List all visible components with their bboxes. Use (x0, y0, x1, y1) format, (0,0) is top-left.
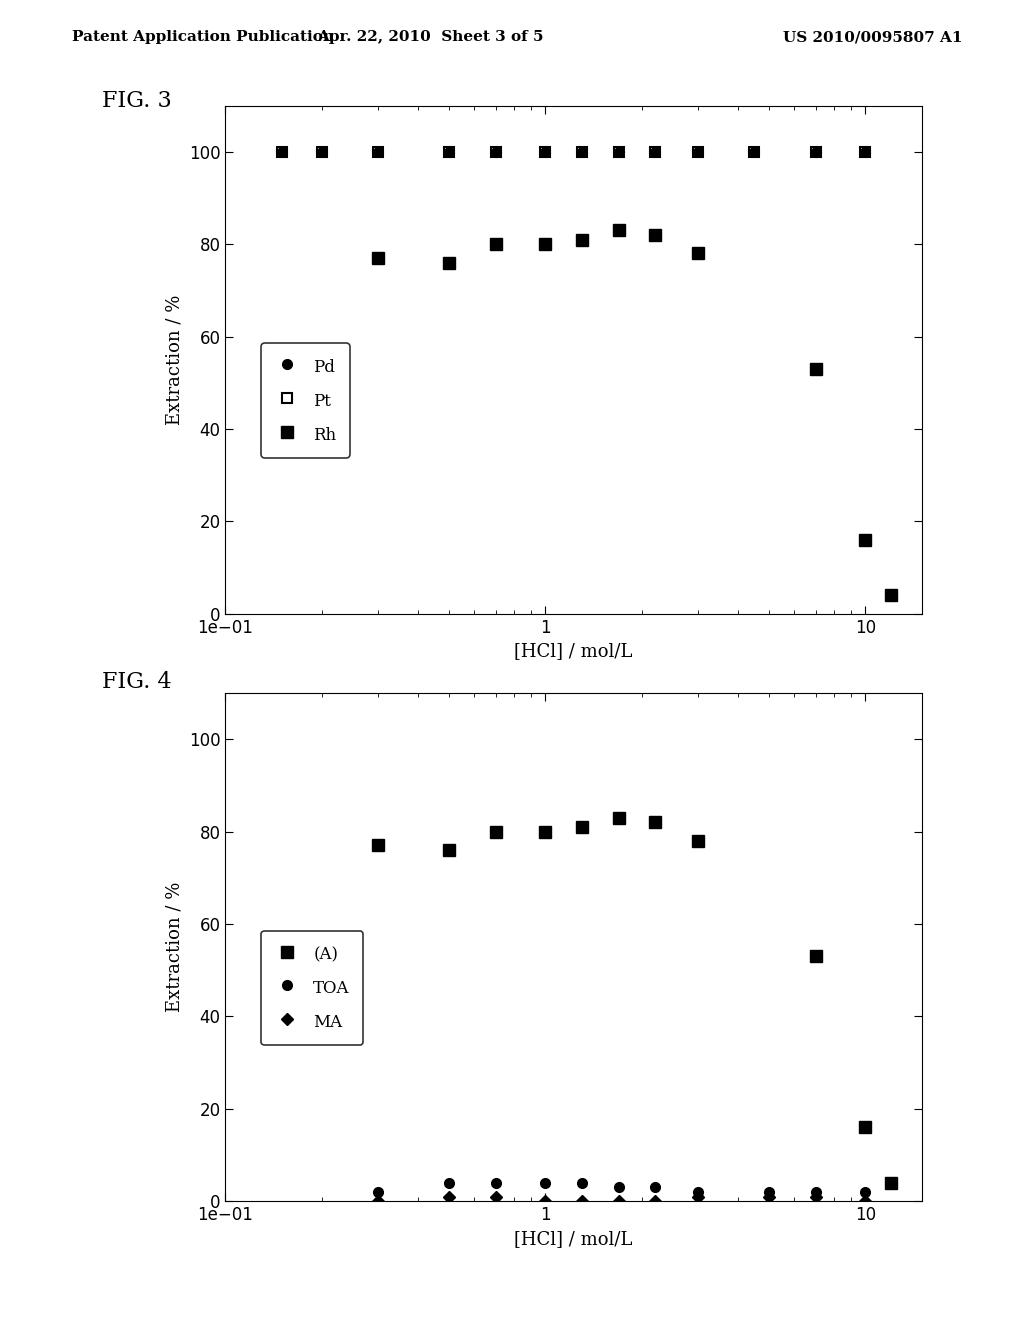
Pd (692, 144, 705, 160)
Rh (648, 227, 660, 243)
TOA (692, 1184, 705, 1200)
TOA (648, 1180, 660, 1196)
(A) (489, 824, 502, 840)
Pd (315, 144, 328, 160)
TOA (763, 1184, 775, 1200)
Rh (575, 232, 588, 248)
MA (859, 1193, 871, 1209)
Pt (442, 144, 455, 160)
Line: Pt: Pt (276, 147, 870, 157)
Pd (442, 144, 455, 160)
Line: Pd: Pd (276, 147, 870, 157)
Line: MA: MA (374, 1192, 869, 1205)
(A) (810, 948, 822, 964)
Pd (612, 144, 625, 160)
(A) (575, 818, 588, 834)
TOA (372, 1184, 384, 1200)
(A) (692, 833, 705, 849)
Pd (810, 144, 822, 160)
Pt (859, 144, 871, 160)
Legend: (A), TOA, MA: (A), TOA, MA (261, 931, 362, 1045)
MA (372, 1193, 384, 1209)
Line: Rh: Rh (372, 224, 871, 546)
Rh (442, 255, 455, 271)
Rh (489, 236, 502, 252)
Y-axis label: Extraction / %: Extraction / % (165, 882, 183, 1012)
Text: FIG. 4: FIG. 4 (102, 671, 172, 693)
Pt (648, 144, 660, 160)
Rh (810, 360, 822, 378)
Pd (275, 144, 288, 160)
Rh (859, 532, 871, 548)
Legend: Pd, Pt, Rh: Pd, Pt, Rh (261, 343, 349, 458)
X-axis label: [HCl] / mol/L: [HCl] / mol/L (514, 1230, 633, 1247)
Pd (489, 144, 502, 160)
MA (810, 1188, 822, 1204)
TOA (442, 1175, 455, 1191)
(A) (859, 1119, 871, 1135)
MA (489, 1188, 502, 1204)
Pt (539, 144, 551, 160)
Pt (612, 144, 625, 160)
Rh (372, 251, 384, 267)
Pd (575, 144, 588, 160)
TOA (612, 1180, 625, 1196)
TOA (489, 1175, 502, 1191)
MA (612, 1193, 625, 1209)
Line: (A): (A) (372, 812, 871, 1134)
Pd (749, 144, 761, 160)
Text: Apr. 22, 2010  Sheet 3 of 5: Apr. 22, 2010 Sheet 3 of 5 (316, 30, 544, 45)
(A) (612, 809, 625, 826)
TOA (575, 1175, 588, 1191)
Rh (539, 236, 551, 252)
(A) (648, 814, 660, 830)
Pt (575, 144, 588, 160)
Pt (749, 144, 761, 160)
Pd (648, 144, 660, 160)
(A) (539, 824, 551, 840)
Pt (372, 144, 384, 160)
MA (648, 1193, 660, 1209)
Line: TOA: TOA (373, 1177, 870, 1197)
Text: Patent Application Publication: Patent Application Publication (72, 30, 334, 45)
(A) (372, 837, 384, 853)
TOA (859, 1184, 871, 1200)
MA (442, 1188, 455, 1204)
TOA (539, 1175, 551, 1191)
(A) (442, 842, 455, 858)
TOA (810, 1184, 822, 1200)
Pt (810, 144, 822, 160)
MA (539, 1193, 551, 1209)
Rh (692, 246, 705, 261)
Text: FIG. 3: FIG. 3 (102, 90, 172, 112)
Pt (692, 144, 705, 160)
Rh (612, 222, 625, 238)
Text: US 2010/0095807 A1: US 2010/0095807 A1 (783, 30, 963, 45)
Pt (315, 144, 328, 160)
Pd (372, 144, 384, 160)
MA (692, 1188, 705, 1204)
Pt (275, 144, 288, 160)
Y-axis label: Extraction / %: Extraction / % (165, 294, 183, 425)
MA (575, 1193, 588, 1209)
MA (763, 1188, 775, 1204)
Pt (489, 144, 502, 160)
X-axis label: [HCl] / mol/L: [HCl] / mol/L (514, 643, 633, 660)
Pd (859, 144, 871, 160)
Pd (539, 144, 551, 160)
